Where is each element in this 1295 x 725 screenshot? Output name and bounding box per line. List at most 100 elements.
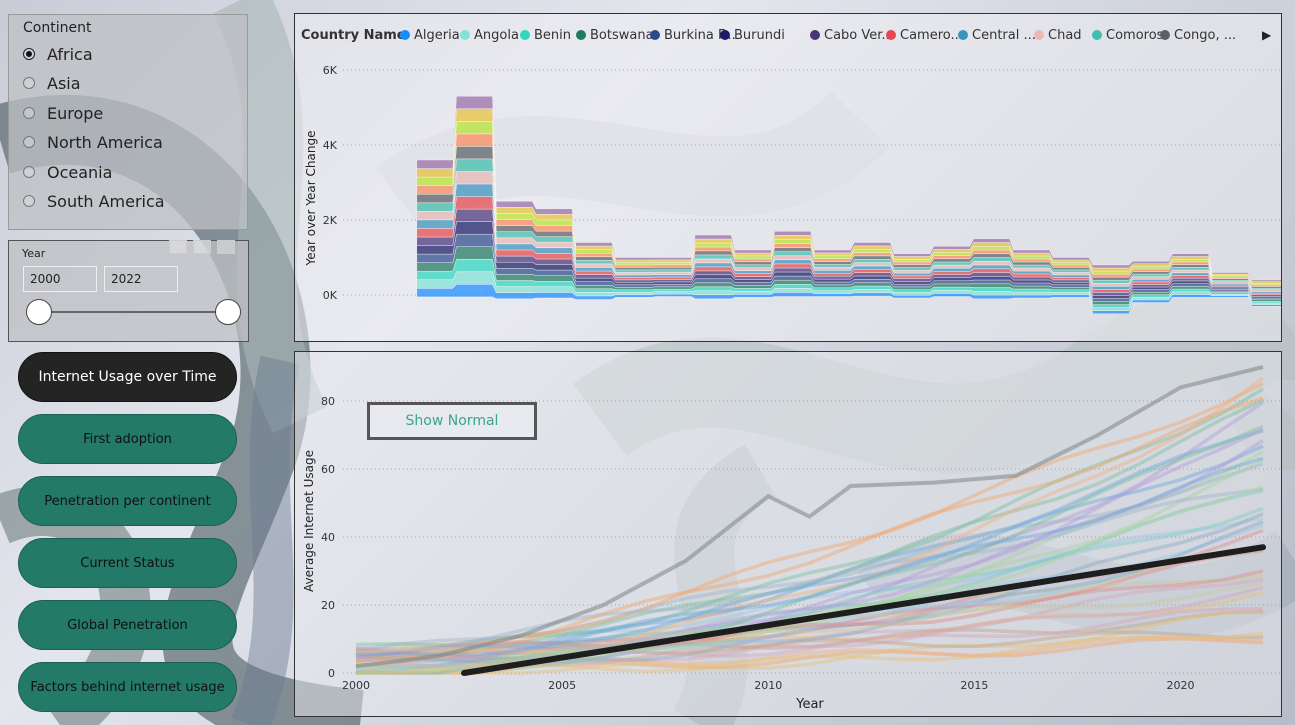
country-line[interactable] (355, 487, 1264, 652)
x-tick-label: 2010 (754, 679, 782, 692)
country-line[interactable] (355, 401, 1264, 661)
country-line[interactable] (355, 591, 1264, 654)
country-line[interactable] (355, 398, 1264, 648)
continent-option-asia[interactable]: Asia (23, 70, 81, 96)
country-line[interactable] (355, 581, 1264, 657)
y-tick-label: 4K (323, 139, 338, 152)
legend-marker (520, 30, 530, 40)
x-axis-label: Year (795, 697, 824, 712)
country-line[interactable] (355, 439, 1264, 658)
country-line[interactable] (355, 429, 1264, 669)
x-tick-label: 2000 (342, 679, 370, 692)
y-tick-label: 40 (321, 531, 335, 544)
trend-line (460, 544, 1266, 676)
year-slider-track[interactable] (39, 311, 227, 313)
legend-entry[interactable]: Burkina F... (664, 28, 736, 43)
nav-first-adoption-button[interactable]: First adoption (18, 414, 237, 464)
legend-entry[interactable]: Algeria (414, 28, 460, 43)
nav-factors-behind-internet-usage-button[interactable]: Factors behind internet usage (18, 662, 237, 712)
continent-option-south-america[interactable]: South America (23, 188, 165, 214)
country-line[interactable] (355, 548, 1264, 658)
continent-option-europe[interactable]: Europe (23, 100, 103, 126)
country-line[interactable] (355, 512, 1264, 673)
country-line[interactable] (355, 488, 1264, 664)
continent-option-label: Asia (47, 73, 81, 93)
y-tick-label: 6K (323, 64, 338, 77)
legend-entry[interactable]: Angola (474, 28, 519, 43)
continent-option-label: Oceania (47, 162, 113, 182)
radio-empty-icon[interactable] (23, 77, 35, 89)
country-line[interactable] (355, 630, 1264, 660)
more-options-icon[interactable] (217, 240, 235, 254)
country-line[interactable] (355, 609, 1264, 661)
continent-option-label: Europe (47, 103, 104, 123)
x-tick-label: 2015 (960, 679, 988, 692)
radio-empty-icon[interactable] (23, 136, 35, 148)
radio-empty-icon[interactable] (23, 166, 35, 178)
y-axis-label: Average Internet Usage (302, 450, 316, 592)
country-ribbon[interactable] (416, 96, 1282, 282)
country-line[interactable] (355, 376, 1265, 664)
visual-header-icons (169, 240, 235, 256)
country-line[interactable] (355, 506, 1264, 663)
year-slider-start-handle[interactable] (26, 299, 52, 325)
country-lines[interactable] (355, 365, 1266, 676)
legend-marker (460, 30, 470, 40)
country-line[interactable] (356, 424, 1264, 675)
country-line[interactable] (355, 569, 1264, 657)
radio-empty-icon[interactable] (23, 107, 35, 119)
legend-entry[interactable]: Cabo Ver... (824, 28, 894, 43)
legend-marker (810, 30, 820, 40)
highlighted-country-line[interactable] (355, 365, 1264, 669)
legend-next-arrow-icon[interactable]: ▶ (1262, 28, 1272, 42)
country-line[interactable] (355, 549, 1264, 662)
legend-entry[interactable]: Camero... (900, 28, 963, 43)
legend-entry[interactable]: Burundi (734, 28, 785, 43)
focus-mode-icon[interactable] (193, 240, 211, 254)
legend-entry[interactable]: Chad (1048, 28, 1082, 43)
ribbons[interactable] (416, 96, 1282, 314)
country-line[interactable] (355, 636, 1264, 675)
legend-marker (1092, 30, 1102, 40)
x-tick-label: 2005 (548, 679, 576, 692)
nav-global-penetration-button[interactable]: Global Penetration (18, 600, 237, 650)
show-normal-button[interactable]: Show Normal (367, 402, 537, 440)
country-line[interactable] (356, 449, 1264, 675)
year-start-input[interactable]: 2000 (23, 266, 97, 292)
y-tick-label: 20 (321, 599, 335, 612)
continent-option-north-america[interactable]: North America (23, 129, 163, 155)
legend-entry[interactable]: Botswana (590, 28, 654, 43)
yoy-change-ribbon-chart[interactable]: Country Name Algeria Angola Benin Botswana B… (294, 13, 1282, 342)
year-slicer-title: Year (22, 247, 46, 260)
legend-marker (1034, 30, 1044, 40)
country-line[interactable] (356, 516, 1264, 655)
nav-current-status-button[interactable]: Current Status (18, 538, 237, 588)
legend-marker (576, 30, 586, 40)
filter-icon[interactable] (169, 240, 187, 254)
continent-option-africa[interactable]: Africa (23, 41, 93, 67)
year-end-input[interactable]: 2022 (104, 266, 178, 292)
country-line[interactable] (355, 427, 1264, 662)
country-line[interactable] (355, 635, 1264, 670)
continent-option-label: South America (47, 191, 165, 211)
country-line[interactable] (355, 577, 1264, 675)
year-slider-end-handle[interactable] (215, 299, 241, 325)
nav-internet-usage-over-time-button[interactable]: Internet Usage over Time (18, 352, 237, 402)
country-line[interactable] (355, 456, 1264, 657)
country-line[interactable] (355, 608, 1264, 675)
nav-penetration-per-continent-button[interactable]: Penetration per continent (18, 476, 237, 526)
legend-marker (720, 30, 730, 40)
continent-option-label: Africa (47, 44, 93, 64)
legend-entry[interactable]: Benin (534, 28, 571, 43)
continent-option-oceania[interactable]: Oceania (23, 159, 112, 185)
legend-entry[interactable]: Central ... (972, 28, 1036, 43)
legend-entry[interactable]: Congo, ... (1174, 28, 1236, 43)
average-internet-usage-line-chart-svg: 0 20 40 60 80 2000 2005 2010 2015 2020 Average In… (302, 365, 1280, 712)
y-tick-label: 0K (323, 289, 338, 302)
radio-selected-icon[interactable] (23, 48, 35, 60)
legend-entry[interactable]: Comoros (1106, 28, 1164, 43)
country-line[interactable] (355, 396, 1264, 663)
radio-empty-icon[interactable] (23, 195, 35, 207)
country-line[interactable] (355, 444, 1264, 670)
y-tick-label: 2K (323, 214, 338, 227)
